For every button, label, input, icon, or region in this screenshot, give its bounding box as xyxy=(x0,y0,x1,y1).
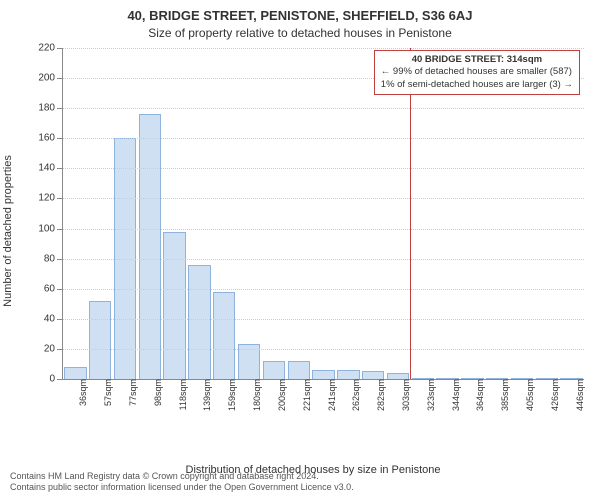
chart-container: Number of detached properties Distributi… xyxy=(36,44,590,418)
x-tick-label: 57sqm xyxy=(100,379,113,406)
x-tick-label: 221sqm xyxy=(299,379,312,411)
x-tick-label: 446sqm xyxy=(572,379,585,411)
bar xyxy=(337,370,359,379)
gridline xyxy=(63,138,584,139)
gridline xyxy=(63,48,584,49)
x-tick-label: 426sqm xyxy=(547,379,560,411)
x-tick-label: 405sqm xyxy=(522,379,535,411)
x-tick-label: 98sqm xyxy=(150,379,163,406)
bar-slot: 200sqm xyxy=(262,48,287,379)
x-tick-label: 364sqm xyxy=(472,379,485,411)
y-tick-label: 140 xyxy=(38,163,63,174)
gridline xyxy=(63,349,584,350)
x-tick-label: 323sqm xyxy=(423,379,436,411)
y-tick-label: 160 xyxy=(38,133,63,144)
y-tick-label: 120 xyxy=(38,193,63,204)
gridline xyxy=(63,229,584,230)
y-tick-label: 40 xyxy=(44,313,63,324)
bar-slot: 36sqm xyxy=(63,48,88,379)
y-tick-label: 60 xyxy=(44,283,63,294)
bars-group: 36sqm57sqm77sqm98sqm118sqm139sqm159sqm18… xyxy=(63,48,584,379)
bar-slot: 446sqm xyxy=(559,48,584,379)
y-tick-label: 100 xyxy=(38,223,63,234)
x-tick-label: 241sqm xyxy=(324,379,337,411)
footer-attribution: Contains HM Land Registry data © Crown c… xyxy=(10,471,354,494)
footer-line: Contains HM Land Registry data © Crown c… xyxy=(10,471,354,483)
x-tick-label: 36sqm xyxy=(75,379,88,406)
page-title: 40, BRIDGE STREET, PENISTONE, SHEFFIELD,… xyxy=(0,0,600,23)
y-tick-label: 180 xyxy=(38,103,63,114)
marker-line xyxy=(410,48,411,379)
gridline xyxy=(63,198,584,199)
y-tick-label: 220 xyxy=(38,43,63,54)
bar-slot: 344sqm xyxy=(435,48,460,379)
bar-slot: 180sqm xyxy=(237,48,262,379)
bar-slot: 241sqm xyxy=(311,48,336,379)
gridline xyxy=(63,108,584,109)
bar xyxy=(362,371,384,379)
x-tick-label: 118sqm xyxy=(175,379,188,410)
footer-line: Contains public sector information licen… xyxy=(10,482,354,494)
annotation-box: 40 BRIDGE STREET: 314sqm← 99% of detache… xyxy=(374,50,580,95)
gridline xyxy=(63,259,584,260)
bar-slot: 118sqm xyxy=(162,48,187,379)
bar-slot: 159sqm xyxy=(212,48,237,379)
annotation-line: ← 99% of detached houses are smaller (58… xyxy=(381,66,573,78)
annotation-title: 40 BRIDGE STREET: 314sqm xyxy=(381,54,573,66)
y-tick-label: 0 xyxy=(49,374,63,385)
bar xyxy=(213,292,235,379)
x-tick-label: 180sqm xyxy=(249,379,262,411)
y-tick-label: 20 xyxy=(44,343,63,354)
bar-slot: 303sqm xyxy=(386,48,411,379)
bar-slot: 323sqm xyxy=(410,48,435,379)
x-tick-label: 77sqm xyxy=(125,379,138,406)
bar xyxy=(288,361,310,379)
y-tick-label: 80 xyxy=(44,253,63,264)
bar-slot: 221sqm xyxy=(286,48,311,379)
bar xyxy=(89,301,111,379)
x-tick-label: 139sqm xyxy=(199,379,212,411)
bar-slot: 426sqm xyxy=(534,48,559,379)
bar-slot: 405sqm xyxy=(510,48,535,379)
x-tick-label: 159sqm xyxy=(224,379,237,411)
bar-slot: 262sqm xyxy=(336,48,361,379)
bar xyxy=(263,361,285,379)
bar-slot: 282sqm xyxy=(361,48,386,379)
annotation-line: 1% of semi-detached houses are larger (3… xyxy=(381,79,573,91)
x-tick-label: 200sqm xyxy=(274,379,287,411)
y-axis-label: Number of detached properties xyxy=(2,155,14,307)
gridline xyxy=(63,319,584,320)
gridline xyxy=(63,168,584,169)
bar xyxy=(312,370,334,379)
bar-slot: 77sqm xyxy=(113,48,138,379)
x-tick-label: 385sqm xyxy=(497,379,510,411)
page-subtitle: Size of property relative to detached ho… xyxy=(0,23,600,40)
x-tick-label: 303sqm xyxy=(398,379,411,411)
bar xyxy=(163,232,185,379)
x-tick-label: 282sqm xyxy=(373,379,386,411)
x-tick-label: 262sqm xyxy=(348,379,361,411)
bar-slot: 364sqm xyxy=(460,48,485,379)
bar xyxy=(139,114,161,379)
bar-slot: 57sqm xyxy=(88,48,113,379)
plot-area: 36sqm57sqm77sqm98sqm118sqm139sqm159sqm18… xyxy=(62,48,584,380)
x-tick-label: 344sqm xyxy=(448,379,461,411)
bar xyxy=(64,367,86,379)
bar-slot: 139sqm xyxy=(187,48,212,379)
bar xyxy=(188,265,210,379)
bar-slot: 385sqm xyxy=(485,48,510,379)
bar-slot: 98sqm xyxy=(137,48,162,379)
gridline xyxy=(63,289,584,290)
y-tick-label: 200 xyxy=(38,73,63,84)
